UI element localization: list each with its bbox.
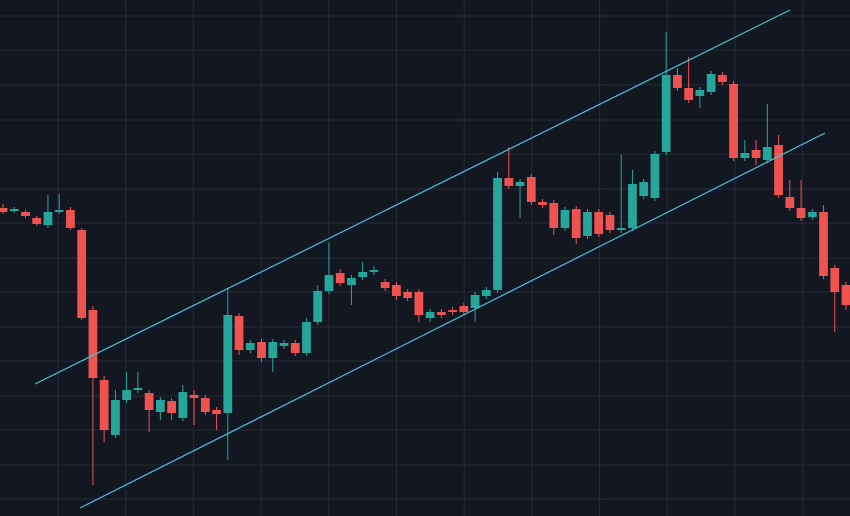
candle-body <box>257 342 266 358</box>
candle-body <box>32 218 42 224</box>
candle-body <box>414 292 424 315</box>
channel-upper-line <box>34 9 791 385</box>
candle-body <box>0 208 8 212</box>
candle-body <box>369 270 379 272</box>
candle-body <box>425 312 435 318</box>
candle-body <box>9 209 19 211</box>
candle-body <box>189 395 199 398</box>
candle-body <box>470 295 480 308</box>
candle-body <box>560 210 570 228</box>
candle-body <box>122 390 132 400</box>
candle-body <box>594 212 604 234</box>
candle-body <box>268 342 278 358</box>
candle-body <box>526 177 536 202</box>
candle-body <box>234 316 244 350</box>
candles <box>0 32 850 485</box>
candle-body <box>717 75 727 82</box>
candle-body <box>740 153 750 158</box>
candle-body <box>819 212 828 276</box>
candle-body <box>538 202 547 205</box>
candle-body <box>639 182 649 196</box>
candle-body <box>200 398 210 412</box>
candle-body <box>628 184 637 228</box>
candle-body <box>515 182 525 186</box>
candle-body <box>504 178 514 186</box>
candle-body <box>347 278 356 285</box>
candle-body <box>245 343 255 350</box>
candle-body <box>302 322 311 353</box>
candle-body <box>774 145 783 195</box>
candle-body <box>324 275 334 291</box>
channel-lower-line <box>79 132 826 509</box>
candle-body <box>380 282 390 288</box>
candle-body <box>448 310 457 312</box>
candle-body <box>796 208 806 218</box>
candle-body <box>751 150 761 158</box>
candle-body <box>290 343 300 353</box>
candle-body <box>459 306 469 312</box>
candle-body <box>88 310 98 378</box>
candle-body <box>605 215 615 230</box>
candle-body <box>279 343 289 346</box>
candle-body <box>99 380 109 430</box>
candle-body <box>571 209 581 238</box>
candle-body <box>178 392 188 418</box>
candle-body <box>661 75 671 152</box>
candle-body <box>616 228 626 230</box>
candle-body <box>493 178 502 290</box>
candle-body <box>111 400 120 435</box>
candle-body <box>133 388 143 390</box>
candle-body <box>392 285 401 296</box>
candle-body <box>436 312 446 315</box>
candle-body <box>841 285 850 305</box>
candle-body <box>403 292 413 298</box>
candle-body <box>673 75 682 88</box>
candle-body <box>830 268 840 292</box>
candle-body <box>650 154 660 198</box>
candle-body <box>729 84 738 158</box>
candle-body <box>167 401 176 413</box>
candle-body <box>144 393 154 410</box>
candle-body <box>549 203 559 228</box>
candle-body <box>706 74 716 92</box>
candle-body <box>695 90 705 96</box>
candle-body <box>335 273 345 283</box>
candle-body <box>66 210 75 228</box>
candle-body <box>762 147 772 160</box>
channel <box>34 9 826 509</box>
candle-body <box>212 410 221 414</box>
candle-body <box>583 212 592 236</box>
candle-body <box>358 272 368 277</box>
candle-body <box>54 210 64 212</box>
candle-body <box>155 400 165 412</box>
candle-body <box>77 230 87 318</box>
candle-body <box>43 212 53 225</box>
candle-body <box>481 290 491 296</box>
candle-body <box>21 212 30 216</box>
candle-body <box>684 88 694 100</box>
candle-body <box>807 212 817 217</box>
candle-body <box>313 291 323 322</box>
candle-body <box>223 315 233 413</box>
candle-body <box>785 197 795 208</box>
